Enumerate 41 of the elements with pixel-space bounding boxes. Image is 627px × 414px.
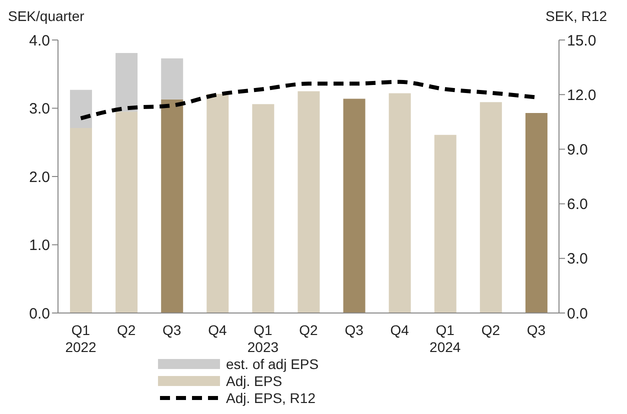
bar	[206, 94, 229, 313]
bar	[434, 134, 456, 313]
bar	[116, 52, 138, 112]
y-axis-title: SEK/quarter	[8, 8, 84, 24]
x-tick-label: Q4	[390, 322, 410, 338]
x-tick-label: Q1 2023	[247, 322, 279, 355]
legend-label: Adj. EPS, R12	[226, 390, 316, 406]
bar	[161, 58, 184, 100]
x-tick-label: Q2	[481, 322, 500, 338]
x-tick-label: Q4	[208, 322, 227, 338]
x-tick-label: Q2	[299, 322, 318, 338]
legend-label: est. of adj EPS	[226, 356, 319, 372]
y2-tick-label: 15.0	[567, 32, 596, 50]
x-tick-label: Q2	[116, 322, 136, 338]
bar	[298, 91, 320, 313]
y-tick-label: 3.0	[29, 100, 50, 118]
y-tick-label: 0.0	[29, 305, 50, 322]
y2-tick-label: 0.0	[567, 305, 588, 322]
bar	[525, 113, 548, 313]
legend-label: Adj. EPS	[226, 372, 282, 388]
y2-axis-title: SEK, R12	[546, 8, 607, 24]
y2-tick-label: 12.0	[567, 86, 596, 104]
y2-tick-label: 3.0	[567, 250, 588, 268]
bar	[161, 99, 184, 313]
y2-tick-label: 6.0	[567, 196, 588, 214]
y-tick-label: 2.0	[29, 168, 50, 186]
bar	[343, 98, 366, 313]
bar	[70, 128, 92, 313]
x-tick-label: Q1 2022	[65, 322, 97, 355]
bar	[480, 102, 502, 313]
x-tick-label: Q1 2024	[430, 322, 461, 355]
y-tick-label: 1.0	[29, 237, 50, 254]
x-tick-label: Q3	[526, 322, 546, 338]
y-tick-label: 4.0	[29, 32, 50, 50]
bar	[252, 104, 274, 313]
bar	[70, 90, 92, 128]
bar	[388, 93, 411, 313]
y2-tick-label: 9.0	[567, 142, 588, 159]
x-tick-label: Q3	[344, 322, 364, 338]
x-tick-label: Q3	[162, 322, 182, 338]
bar	[116, 112, 138, 313]
